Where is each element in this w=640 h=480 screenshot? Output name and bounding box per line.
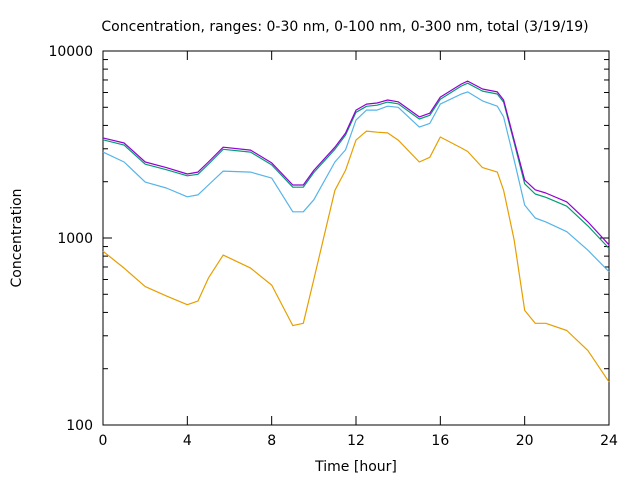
chart-title: Concentration, ranges: 0-30 nm, 0-100 nm…	[101, 19, 588, 35]
x-tick-label: 4	[183, 433, 192, 449]
series-line-0-300-nm	[102, 82, 610, 249]
y-tick-label: 1000	[57, 231, 93, 247]
x-tick-label: 20	[516, 433, 534, 449]
x-tick-label: 24	[600, 433, 618, 449]
x-tick-label: 0	[99, 433, 108, 449]
series-line-0-30-nm	[102, 130, 610, 383]
x-tick-label: 8	[267, 433, 276, 449]
x-tick-label: 12	[347, 433, 365, 449]
series-line-0-100-nm	[102, 91, 610, 273]
axes: 0 4 8 12 16 20 24 100 1000 10000	[48, 44, 618, 449]
plot-frame	[102, 50, 610, 426]
series-line-total	[102, 80, 610, 246]
y-tick-label: 100	[66, 418, 93, 434]
series-lines	[102, 80, 610, 383]
x-tick-label: 16	[431, 433, 449, 449]
y-axis-label: Concentration	[9, 188, 25, 287]
y-tick-label: 10000	[48, 44, 93, 60]
x-axis-label: Time [hour]	[314, 459, 397, 475]
